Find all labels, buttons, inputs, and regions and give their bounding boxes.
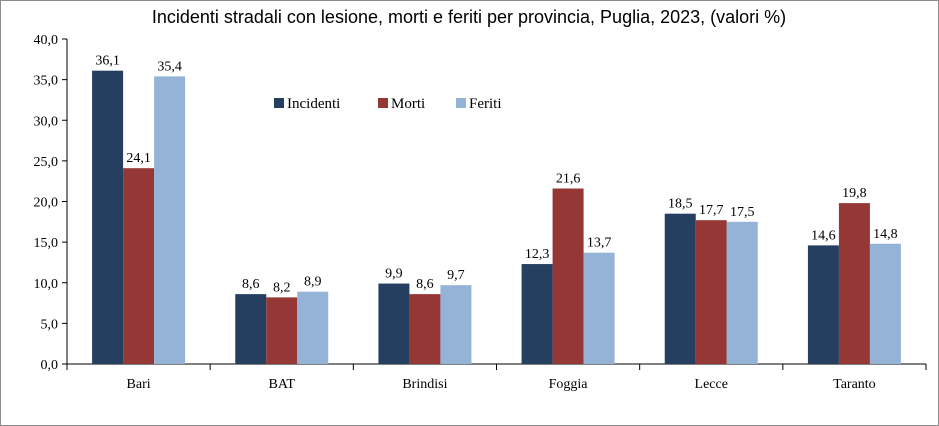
bar-incidenti-brindisi [378,283,410,364]
legend-swatch-incidenti [274,98,284,108]
data-labels: 36,1 24,1 35,4 8,6 8,2 8,9 9,9 8,6 9,7 12,3 21,6 13… [95,54,897,296]
x-tick-label: Bari [127,377,151,392]
x-tick-label: Taranto [833,377,876,392]
data-label: 36,1 [95,54,120,69]
data-label: 14,6 [811,228,836,243]
x-tick-label: Lecce [695,377,728,392]
bar-incidenti-taranto [807,245,839,364]
data-label: 24,1 [126,151,151,166]
bar-morti-taranto [838,203,870,364]
data-label: 8,9 [304,275,322,290]
chart-title: Incidenti stradali con lesione, morti e … [152,7,786,27]
bar-incidenti-foggia [521,264,553,364]
bar-morti-brindisi [409,294,441,364]
data-label: 8,6 [416,277,434,292]
y-tick-label: 0,0 [41,358,59,373]
y-tick-label: 10,0 [34,277,59,292]
data-label: 8,2 [273,280,291,295]
x-axis: Bari BAT Brindisi Foggia Lecce Taranto [66,363,927,392]
data-label: 17,7 [699,203,724,218]
bar-feriti-bari [154,76,186,364]
data-label: 17,5 [730,205,755,220]
y-tick-label: 5,0 [41,317,59,332]
bar-incidenti-lecce [664,213,696,364]
y-tick-label: 15,0 [34,236,59,251]
bar-feriti-taranto [869,243,901,364]
x-tick-label: Foggia [549,377,589,392]
legend-swatch-feriti [456,98,466,108]
bar-morti-lecce [695,220,727,364]
y-tick-label: 30,0 [34,114,59,129]
x-tick-label: BAT [269,377,296,392]
y-axis: 0,0 5,0 10,0 15,0 20,0 25,0 30,0 35,0 40,0 [34,33,68,373]
legend-label-morti: Morti [391,96,425,112]
data-label: 21,6 [556,172,581,187]
bar-feriti-lecce [726,221,758,364]
legend-swatch-morti [378,98,388,108]
data-label: 14,8 [873,227,898,242]
data-label: 18,5 [668,197,693,212]
data-label: 12,3 [525,247,550,262]
bar-incidenti-bari [92,70,124,364]
data-label: 19,8 [842,186,867,201]
legend-label-feriti: Feriti [469,96,502,112]
bar-morti-bari [123,168,155,364]
bar-feriti-bat [297,291,329,364]
legend-label-incidenti: Incidenti [287,96,340,112]
bar-morti-foggia [552,188,584,364]
y-tick-label: 20,0 [34,196,59,211]
bar-feriti-foggia [583,252,615,364]
bars [92,70,901,364]
bar-feriti-brindisi [440,285,472,364]
data-label: 8,6 [242,277,260,292]
x-tick-label: Brindisi [402,377,447,392]
legend: Incidenti Morti Feriti [274,96,502,112]
y-tick-label: 40,0 [34,33,59,48]
y-tick-label: 25,0 [34,155,59,170]
data-label: 35,4 [157,59,182,74]
bar-morti-bat [266,297,298,364]
data-label: 13,7 [587,236,612,251]
data-label: 9,9 [385,267,403,282]
y-tick-label: 35,0 [34,74,59,89]
data-label: 9,7 [447,268,465,283]
bar-incidenti-bat [235,294,267,364]
